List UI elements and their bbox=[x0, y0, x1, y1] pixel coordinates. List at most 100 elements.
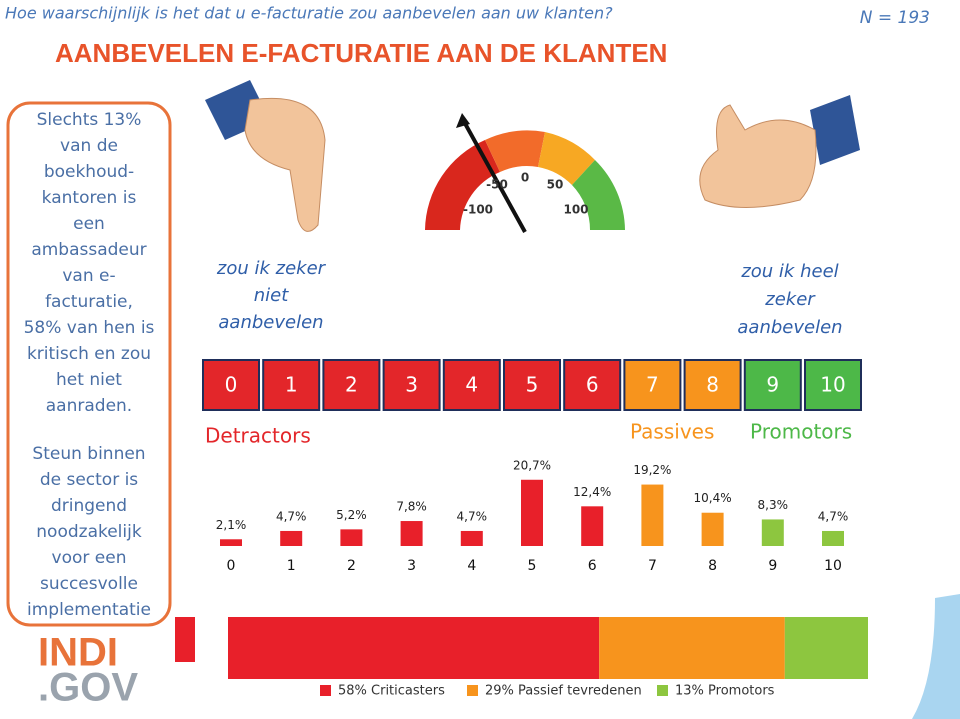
scale-box bbox=[322, 359, 381, 411]
group-label: Detractors bbox=[205, 424, 311, 448]
x-tick-label: 6 bbox=[588, 558, 597, 574]
scale-number: 9 bbox=[766, 373, 779, 397]
x-tick-label: 2 bbox=[347, 558, 356, 574]
legend-swatch bbox=[657, 685, 668, 696]
sidebar-line: Slechts 13% bbox=[37, 110, 142, 130]
gauge bbox=[425, 113, 625, 233]
sample-size: N = 193 bbox=[860, 8, 930, 28]
scale-right-label: aanbevelen bbox=[737, 317, 842, 338]
scale-right-label: zeker bbox=[764, 289, 816, 310]
bar bbox=[761, 519, 784, 546]
value-label: 20,7% bbox=[513, 458, 551, 472]
sidebar-box bbox=[6, 101, 172, 627]
sidebar-line: aanraden. bbox=[46, 396, 132, 416]
sidebar-line: succesvolle bbox=[40, 574, 138, 594]
value-label: 8,3% bbox=[758, 498, 789, 512]
summary-segment bbox=[599, 617, 785, 679]
gauge-label: 50 bbox=[547, 178, 564, 192]
gauge-label: 0 bbox=[521, 171, 529, 185]
scale-box bbox=[262, 359, 321, 411]
logo-top: INDI bbox=[38, 631, 118, 675]
bar bbox=[641, 484, 664, 546]
sidebar-line: kantoren is bbox=[42, 188, 137, 208]
scale-number: 3 bbox=[405, 373, 418, 397]
thumbs-up-icon bbox=[699, 95, 860, 208]
sidebar-line: dringend bbox=[51, 496, 127, 516]
legend-label: 13% Promotors bbox=[675, 684, 775, 699]
scale-box bbox=[442, 359, 501, 411]
value-label: 2,1% bbox=[216, 518, 247, 532]
value-label: 10,4% bbox=[694, 491, 732, 505]
logo-bottom: .GOV bbox=[38, 666, 138, 710]
scale-left-label: zou ik zeker bbox=[216, 258, 327, 279]
logo-accent bbox=[175, 617, 195, 662]
legend-swatch bbox=[320, 685, 331, 696]
scale-box bbox=[202, 359, 260, 411]
sidebar-line: de sector is bbox=[40, 470, 138, 490]
legend-label: 29% Passief tevredenen bbox=[485, 684, 642, 699]
scale-number: 0 bbox=[225, 373, 238, 397]
sidebar-line: facturatie, bbox=[45, 292, 133, 312]
summary-segment bbox=[784, 617, 868, 679]
sidebar-line: het niet bbox=[56, 370, 122, 390]
bar bbox=[400, 521, 423, 546]
scale-right-label: zou ik heel bbox=[740, 261, 838, 282]
scale-number: 6 bbox=[586, 373, 599, 397]
legend-swatch bbox=[467, 685, 478, 696]
corner-decoration bbox=[912, 594, 960, 719]
scale-number: 2 bbox=[345, 373, 358, 397]
gauge-label: 100 bbox=[563, 203, 588, 217]
scale-box bbox=[683, 359, 742, 411]
group-label: Promotors bbox=[750, 420, 852, 444]
sidebar-line: van e- bbox=[62, 266, 115, 286]
bar bbox=[581, 506, 604, 546]
bar bbox=[521, 479, 543, 546]
value-label: 4,7% bbox=[276, 509, 307, 523]
sidebar-line: boekhoud- bbox=[44, 162, 134, 182]
bar bbox=[280, 530, 303, 546]
x-tick-label: 0 bbox=[227, 558, 236, 574]
x-tick-label: 8 bbox=[708, 558, 717, 574]
bar bbox=[460, 530, 483, 546]
sidebar-line: kritisch en zou bbox=[27, 344, 151, 364]
sidebar-line: 58% van hen is bbox=[24, 318, 155, 338]
scale-box bbox=[743, 359, 802, 411]
value-label: 5,2% bbox=[336, 508, 367, 522]
scale-box bbox=[503, 359, 561, 411]
group-label: Passives bbox=[630, 420, 714, 444]
x-tick-label: 4 bbox=[467, 558, 476, 574]
gauge-label: -100 bbox=[463, 203, 493, 217]
sidebar-line: van de bbox=[60, 136, 118, 156]
scale-box bbox=[804, 359, 862, 411]
x-tick-label: 3 bbox=[407, 558, 416, 574]
value-label: 7,8% bbox=[396, 500, 427, 514]
bar bbox=[701, 512, 724, 546]
sidebar-line: implementatie bbox=[27, 600, 151, 620]
value-label: 12,4% bbox=[573, 485, 611, 499]
question: Hoe waarschijnlijk is het dat u e-factur… bbox=[5, 4, 613, 23]
summary-segment bbox=[228, 617, 600, 679]
x-tick-label: 1 bbox=[287, 558, 296, 574]
scale-box bbox=[563, 359, 622, 411]
scale-box bbox=[623, 359, 682, 411]
bar bbox=[220, 539, 242, 546]
scale-number: 10 bbox=[820, 373, 845, 397]
sidebar-line: voor een bbox=[52, 548, 127, 568]
thumbs-down-icon bbox=[205, 80, 326, 232]
x-tick-label: 5 bbox=[528, 558, 537, 574]
sidebar-line: noodzakelijk bbox=[36, 522, 142, 542]
x-tick-label: 10 bbox=[824, 558, 842, 574]
scale-number: 4 bbox=[465, 373, 478, 397]
scale-number: 5 bbox=[526, 373, 539, 397]
bar bbox=[340, 529, 363, 546]
legend-label: 58% Criticasters bbox=[338, 684, 445, 699]
title: AANBEVELEN E-FACTURATIE AAN DE KLANTEN bbox=[55, 38, 667, 68]
sidebar-line: een bbox=[73, 214, 105, 234]
bar bbox=[822, 530, 844, 546]
value-label: 4,7% bbox=[818, 509, 849, 523]
scale-box bbox=[382, 359, 441, 411]
scale-number: 1 bbox=[285, 373, 298, 397]
x-tick-label: 9 bbox=[768, 558, 777, 574]
sidebar-line: ambassadeur bbox=[31, 240, 146, 260]
